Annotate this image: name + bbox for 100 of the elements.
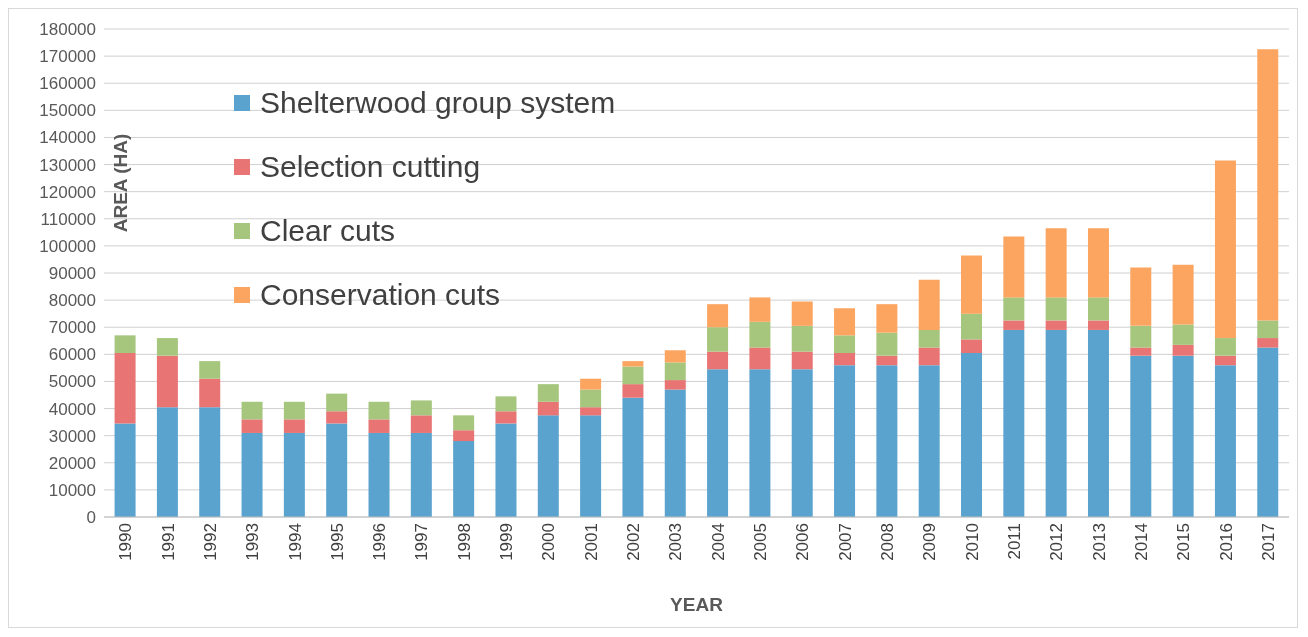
x-tick-label: 2005 — [751, 523, 771, 561]
bar — [1214, 365, 1236, 517]
bar — [622, 366, 644, 385]
x-tick-label: 2004 — [708, 523, 728, 561]
bar — [199, 361, 221, 379]
x-tick-label: 1999 — [497, 523, 517, 561]
bar — [834, 352, 856, 366]
bar — [1130, 347, 1152, 356]
bar — [1045, 320, 1067, 330]
bar — [580, 407, 602, 416]
x-tick-label: 1992 — [200, 523, 220, 561]
bar — [707, 327, 729, 352]
bar — [622, 361, 644, 367]
bar — [622, 397, 644, 517]
y-tick-label: 10000 — [48, 480, 96, 500]
bar — [283, 432, 305, 517]
y-tick-label: 100000 — [39, 236, 96, 256]
y-tick-label: 80000 — [48, 291, 96, 311]
y-tick-label: 20000 — [48, 453, 96, 473]
bar — [664, 350, 686, 363]
bar — [326, 393, 348, 412]
x-tick-label: 2003 — [666, 523, 686, 561]
legend-label: Shelterwood group system — [260, 85, 616, 121]
bar — [537, 401, 559, 416]
bar — [241, 419, 263, 433]
bar — [1172, 355, 1194, 517]
bar — [961, 255, 983, 314]
legend-label: Selection cutting — [260, 149, 481, 185]
x-tick-label: 2014 — [1131, 523, 1151, 561]
bar — [664, 362, 686, 381]
bar — [495, 411, 517, 424]
bar — [918, 365, 940, 517]
bar — [199, 407, 221, 517]
bar — [199, 378, 221, 408]
bar — [495, 423, 517, 517]
bar — [580, 415, 602, 517]
x-tick-label: 1995 — [327, 523, 347, 561]
bar — [707, 304, 729, 328]
x-tick-label: 1990 — [116, 523, 136, 561]
bar — [749, 347, 771, 370]
x-tick-label: 2007 — [835, 523, 855, 561]
bar — [1003, 320, 1025, 330]
x-tick-label: 2013 — [1089, 523, 1109, 561]
x-tick-label: 2010 — [962, 523, 982, 561]
x-tick-label: 2002 — [624, 523, 644, 561]
x-tick-label: 2016 — [1216, 523, 1236, 561]
x-tick-label: 2011 — [1004, 523, 1024, 560]
bar — [368, 401, 390, 420]
bar — [876, 332, 898, 356]
bar — [1087, 320, 1109, 330]
bar — [1045, 297, 1067, 321]
bar — [1130, 267, 1152, 326]
bar — [1003, 297, 1025, 321]
bar — [1214, 338, 1236, 356]
bar — [791, 301, 813, 326]
bar — [368, 432, 390, 517]
bar — [834, 365, 856, 517]
bar — [1257, 347, 1279, 517]
bar — [918, 347, 940, 366]
bar — [410, 415, 432, 433]
x-tick-label: 1998 — [454, 523, 474, 561]
y-tick-label: 170000 — [39, 47, 96, 67]
bar — [1087, 228, 1109, 298]
x-tick-label: 2006 — [793, 523, 813, 561]
y-tick-label: 90000 — [48, 264, 96, 284]
y-tick-label: 110000 — [40, 209, 96, 229]
bar — [1214, 160, 1236, 339]
bar — [114, 352, 136, 424]
bar — [961, 313, 983, 340]
bar — [495, 396, 517, 412]
legend-label: Clear cuts — [260, 213, 396, 249]
bar — [453, 441, 475, 517]
x-tick-label: 1997 — [412, 523, 432, 561]
bar — [1003, 236, 1025, 298]
bar — [1087, 329, 1109, 517]
bar — [1087, 297, 1109, 321]
y-tick-label: 0 — [86, 508, 96, 528]
y-tick-label: 130000 — [39, 155, 96, 175]
bar — [537, 384, 559, 402]
bar — [1257, 338, 1279, 348]
x-tick-label: 2008 — [878, 523, 898, 561]
bar — [749, 321, 771, 348]
legend-label: Conservation cuts — [260, 277, 501, 313]
bar — [1045, 228, 1067, 298]
bar — [156, 407, 178, 517]
bar — [749, 297, 771, 322]
x-tick-label: 2009 — [920, 523, 940, 561]
bar — [283, 401, 305, 420]
bar — [453, 430, 475, 442]
bar — [834, 308, 856, 336]
bar — [791, 369, 813, 517]
bar — [876, 365, 898, 517]
bar — [283, 419, 305, 433]
bar — [749, 369, 771, 517]
bar — [834, 335, 856, 353]
x-tick-label: 2015 — [1174, 523, 1194, 561]
x-tick-label: 1996 — [370, 523, 390, 561]
y-tick-label: 70000 — [48, 318, 96, 338]
bar — [241, 432, 263, 517]
bar — [961, 352, 983, 517]
